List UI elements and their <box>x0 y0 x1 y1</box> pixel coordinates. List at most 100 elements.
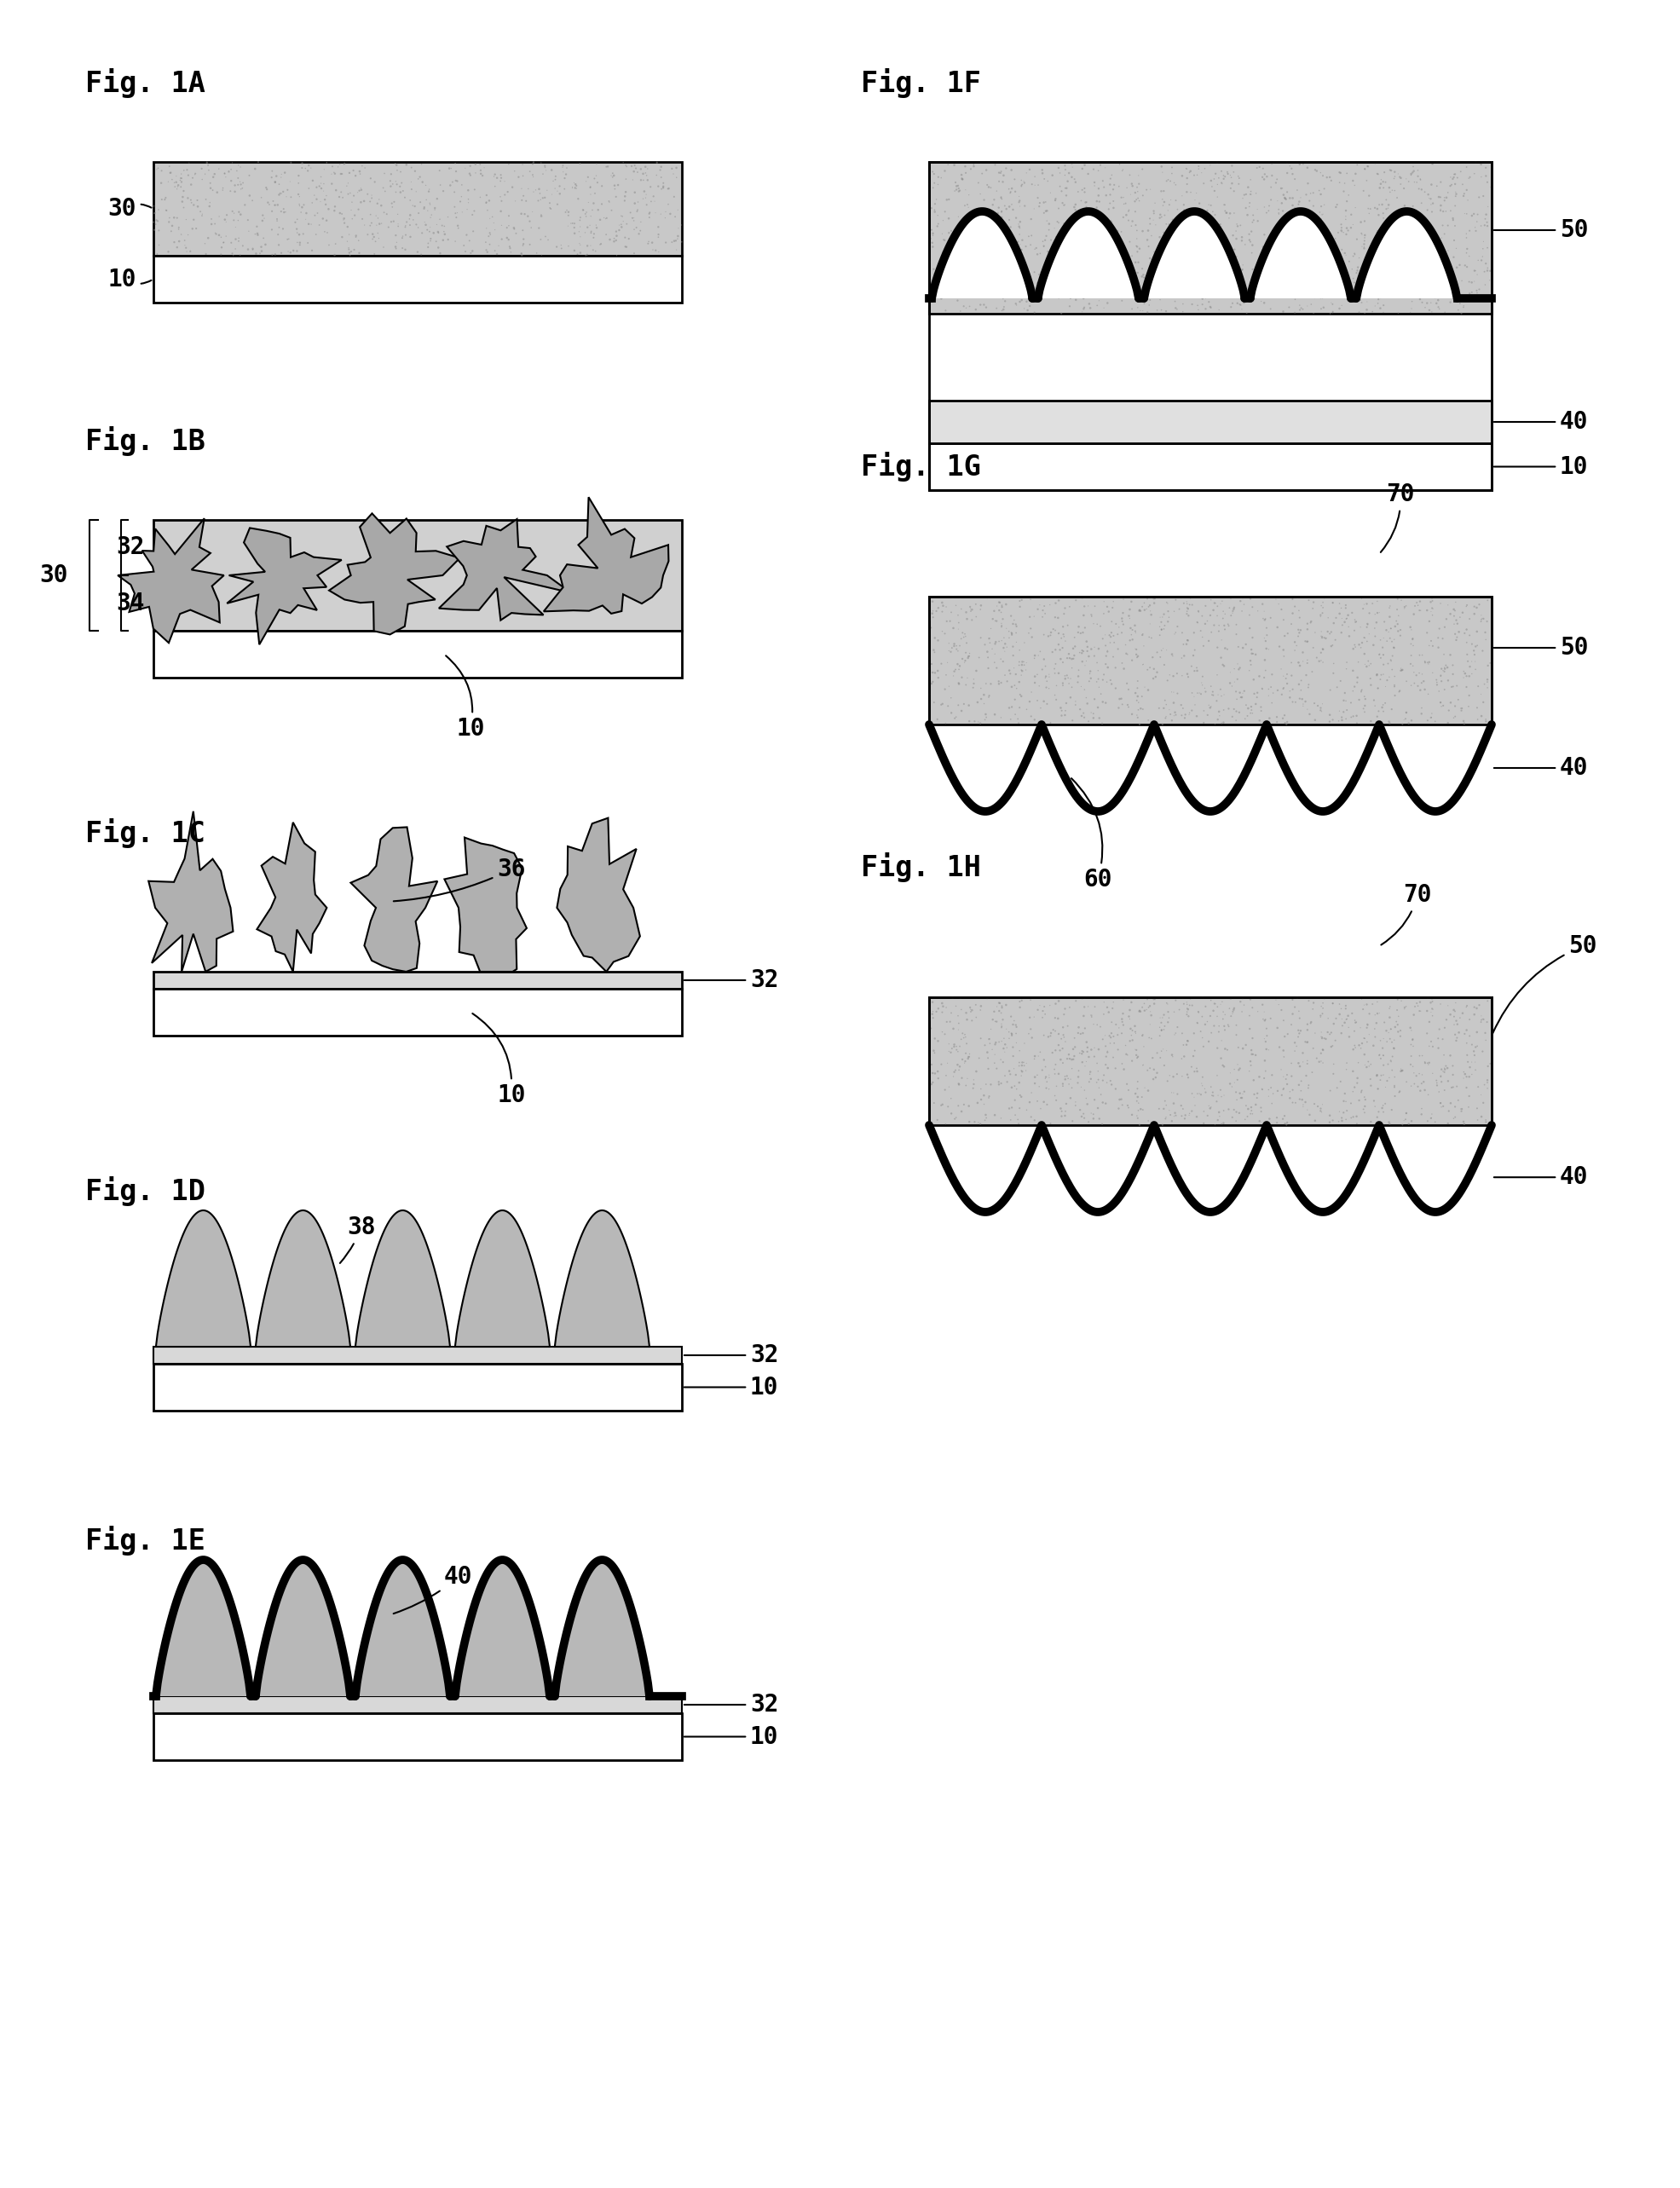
Point <box>650 166 677 201</box>
Point <box>1205 989 1231 1024</box>
Point <box>1351 1020 1378 1055</box>
Point <box>1055 1009 1082 1044</box>
Point <box>1047 236 1074 271</box>
Point <box>1200 593 1226 628</box>
Point <box>1399 1022 1426 1057</box>
Point <box>1025 993 1052 1028</box>
Point <box>1351 151 1378 186</box>
Point <box>1257 700 1284 735</box>
Point <box>1445 293 1472 328</box>
Point <box>496 208 522 243</box>
Point <box>1472 1068 1499 1103</box>
Point <box>1161 260 1188 295</box>
Point <box>1278 221 1305 256</box>
Point <box>1300 985 1327 1020</box>
Bar <box>929 162 1492 490</box>
Point <box>993 586 1020 621</box>
Point <box>931 153 958 188</box>
Point <box>1473 604 1500 639</box>
Point <box>1384 234 1411 269</box>
Point <box>1448 295 1475 330</box>
Point <box>1329 700 1356 735</box>
Point <box>929 687 956 722</box>
Point <box>1183 1050 1210 1085</box>
Point <box>425 214 452 249</box>
Point <box>1319 1103 1346 1138</box>
Point <box>1142 208 1169 243</box>
Point <box>1048 621 1075 656</box>
Point <box>1168 687 1194 722</box>
Point <box>1151 683 1178 718</box>
Point <box>561 234 588 269</box>
Point <box>1124 1101 1151 1136</box>
Point <box>1373 193 1399 228</box>
Point <box>1075 287 1102 322</box>
Point <box>1248 672 1275 707</box>
Point <box>417 214 444 249</box>
Point <box>1468 602 1495 637</box>
Text: 40: 40 <box>1494 757 1588 779</box>
Point <box>1282 989 1309 1024</box>
Point <box>528 221 554 256</box>
Point <box>1062 186 1089 221</box>
Point <box>1426 1085 1453 1120</box>
Point <box>1011 1048 1038 1083</box>
Point <box>1265 197 1292 232</box>
Point <box>640 179 667 214</box>
Point <box>1408 993 1435 1028</box>
Point <box>1021 190 1048 225</box>
Point <box>1376 600 1403 635</box>
Point <box>1109 645 1136 680</box>
Point <box>326 195 353 230</box>
Point <box>212 155 239 190</box>
Point <box>588 186 615 221</box>
Point <box>1114 687 1141 722</box>
Point <box>396 201 423 236</box>
Point <box>1457 160 1483 195</box>
Point <box>1406 269 1433 304</box>
Point <box>1374 190 1401 225</box>
Point <box>1270 639 1297 674</box>
Point <box>1416 293 1443 328</box>
Point <box>543 160 570 195</box>
Point <box>973 206 1000 241</box>
Point <box>358 177 385 212</box>
Point <box>1198 689 1225 724</box>
Point <box>1252 624 1278 659</box>
Point <box>1253 1033 1280 1068</box>
Point <box>1252 217 1278 252</box>
Point <box>284 225 311 260</box>
Point <box>349 201 376 236</box>
Point <box>1136 589 1163 624</box>
Point <box>1268 593 1295 628</box>
Point <box>1463 274 1490 309</box>
Point <box>1074 630 1100 665</box>
Point <box>941 1059 968 1094</box>
Point <box>1102 232 1129 267</box>
Point <box>983 589 1010 624</box>
Point <box>376 164 403 199</box>
Point <box>1080 696 1107 731</box>
Point <box>1381 630 1408 665</box>
Point <box>1282 190 1309 225</box>
Point <box>1446 1092 1473 1127</box>
Point <box>919 1066 946 1101</box>
Point <box>1388 982 1415 1017</box>
Point <box>1070 291 1097 326</box>
Point <box>1342 276 1369 311</box>
Point <box>1361 683 1388 718</box>
Point <box>986 260 1013 295</box>
Point <box>1277 182 1304 217</box>
Point <box>1361 1028 1388 1063</box>
Point <box>1006 278 1033 313</box>
Bar <box>929 444 1492 490</box>
Point <box>1347 263 1374 298</box>
Point <box>1006 184 1033 219</box>
Point <box>963 1000 990 1035</box>
Point <box>981 993 1008 1028</box>
Point <box>1184 595 1211 630</box>
Point <box>1158 225 1184 260</box>
Point <box>1173 985 1200 1020</box>
Point <box>993 580 1020 615</box>
Point <box>1220 593 1247 628</box>
